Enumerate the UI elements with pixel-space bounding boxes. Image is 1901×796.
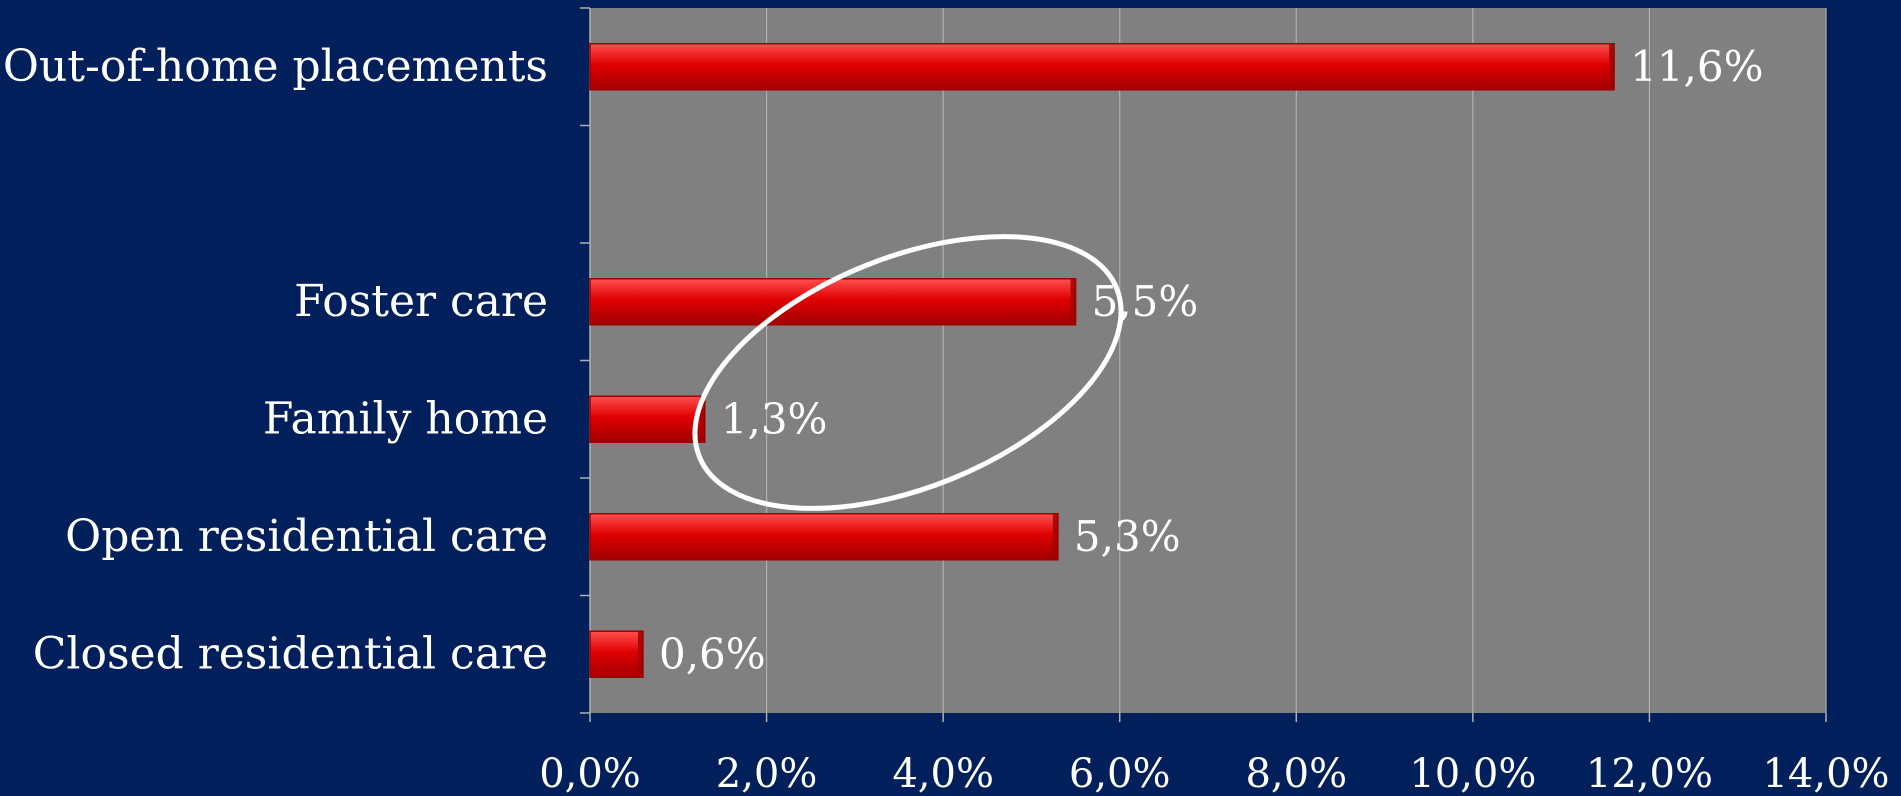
x-tick-label: 0,0%: [539, 751, 641, 796]
bar-group: [589, 630, 644, 678]
bar-end-cap: [1070, 278, 1076, 325]
bar: [589, 278, 1077, 326]
bar: [589, 630, 644, 678]
plot-area: [590, 8, 1826, 713]
bar-end-cap: [699, 396, 705, 443]
bar: [589, 43, 1615, 91]
highlight-ellipse: [692, 234, 1124, 511]
x-tick-label: 2,0%: [716, 751, 818, 796]
value-label: 0,6%: [659, 629, 766, 678]
category-label: Open residential care: [65, 511, 548, 562]
bar-group: [589, 43, 1615, 91]
x-tick-label: 6,0%: [1069, 751, 1171, 796]
bars: [589, 43, 1615, 678]
category-label: Out-of-home placements: [3, 41, 548, 92]
x-tick-label: 8,0%: [1245, 751, 1347, 796]
gridlines: [765, 8, 1827, 713]
axes: [580, 7, 1827, 722]
bar-end-cap: [1609, 43, 1615, 90]
bar: [589, 395, 706, 443]
value-label: 11,6%: [1630, 42, 1763, 91]
value-label: 5,5%: [1092, 277, 1199, 326]
labels: 0,0% 2,0% 4,0% 6,0% 8,0% 10,0% 12,0% 14,0% Out-o…: [3, 41, 1890, 796]
x-tick-label: 12,0%: [1586, 751, 1713, 796]
x-tick-label: 14,0%: [1762, 751, 1889, 796]
bar-group: [589, 513, 1059, 561]
value-label: 5,3%: [1074, 512, 1181, 561]
x-tick-label: 10,0%: [1409, 751, 1536, 796]
value-label: 1,3%: [721, 394, 828, 443]
bar-group: [589, 278, 1077, 326]
category-label: Closed residential care: [33, 628, 548, 679]
bar-end-cap: [637, 631, 643, 678]
category-label: Foster care: [294, 276, 548, 327]
x-tick-label: 4,0%: [892, 751, 994, 796]
bar-group: [589, 395, 706, 443]
bar: [589, 513, 1059, 561]
bar-end-cap: [1052, 513, 1058, 560]
category-label: Family home: [263, 393, 548, 444]
